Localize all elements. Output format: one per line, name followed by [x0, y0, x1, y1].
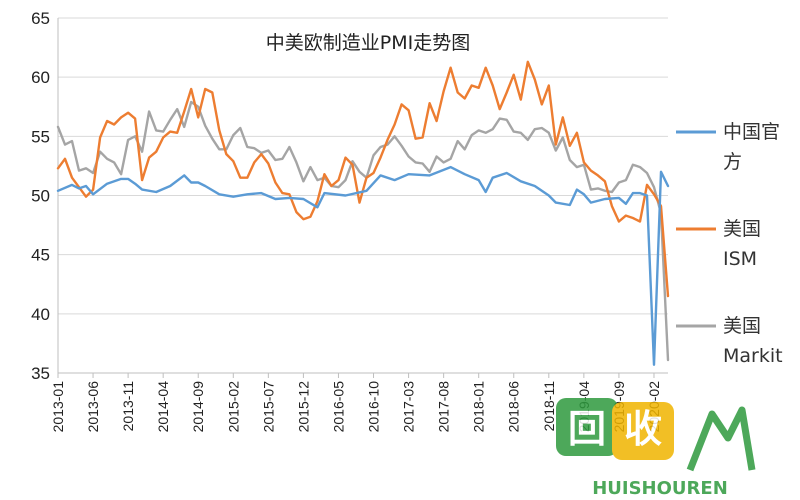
- x-tick-label: 2014-09: [190, 381, 206, 433]
- x-tick-label: 2013-11: [120, 381, 136, 432]
- x-tick-label: 2017-03: [401, 381, 417, 433]
- x-tick-label: 2015-07: [260, 381, 276, 433]
- watermark-logo: 回收 HUISHOUREN: [556, 398, 756, 499]
- x-tick-label: 2016-05: [330, 381, 346, 433]
- watermark-figure-icon: [686, 406, 756, 472]
- y-tick-label: 50: [31, 187, 50, 206]
- y-tick-label: 65: [31, 9, 50, 28]
- y-tick-label: 60: [31, 68, 50, 87]
- series-line-0: [56, 165, 670, 366]
- legend-label: 方: [723, 151, 742, 173]
- x-tick-label: 2013-06: [85, 381, 101, 433]
- legend-label: 美国: [723, 315, 761, 337]
- legend-label: Markit: [723, 345, 783, 367]
- legend-label: ISM: [723, 248, 757, 270]
- x-tick-label: 2018-01: [471, 381, 487, 433]
- watermark-bubble: [612, 402, 674, 460]
- watermark-char: 回: [568, 407, 606, 451]
- y-tick-label: 55: [31, 127, 50, 146]
- x-tick-label: 2016-10: [366, 381, 382, 433]
- y-tick-label: 35: [31, 364, 50, 383]
- watermark: 回收 HUISHOUREN: [556, 398, 756, 499]
- x-tick-label: 2013-01: [50, 381, 66, 433]
- legend-label: 中国官: [723, 121, 780, 143]
- x-tick-label: 2017-08: [436, 381, 452, 433]
- x-tick-label: 2015-12: [295, 381, 311, 433]
- x-tick-label: 2015-02: [225, 381, 241, 433]
- series-lines: [56, 60, 670, 366]
- watermark-char: 收: [624, 407, 662, 451]
- series-line-2: [56, 100, 670, 362]
- x-tick-label: 2018-11: [541, 381, 557, 432]
- x-tick-label: 2018-06: [506, 381, 522, 433]
- x-tick-label: 2014-04: [155, 381, 171, 433]
- chart-title: 中美欧制造业PMI走势图: [266, 32, 470, 54]
- legend-label: 美国: [723, 218, 761, 240]
- series-line-1: [56, 60, 670, 298]
- y-tick-label: 40: [31, 305, 50, 324]
- y-tick-label: 45: [31, 246, 50, 265]
- watermark-bubble: [556, 398, 618, 456]
- watermark-caption: HUISHOUREN: [592, 478, 728, 499]
